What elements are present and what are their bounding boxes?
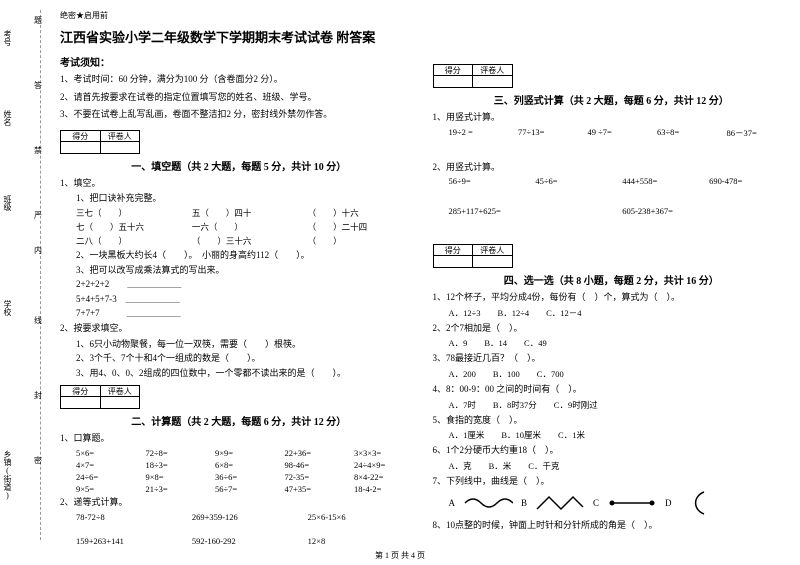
q1: 1、填空。 [60,177,418,190]
calc-row: 78-72÷8269+359-12625×6-15×6 [76,512,418,522]
q1-3: 3、把可以改写成乘法算式的写出来。 [76,264,418,277]
shape-options: A B C D [449,490,791,516]
binding-margin: 考号 姓名 班级 学校 乡镇(街道) 题 答 禁 严 内 线 封 密 [0,0,55,565]
page-footer: 第 1 页 共 4 页 [0,550,800,561]
s4-opts: A．1厘米 B．10厘米 C．1米 [449,429,791,441]
shape-label-d: D [665,498,672,508]
seal-char: 内 [34,245,42,256]
q2: 2、按要求填空。 [60,322,418,335]
section-2-title: 二、计算题（共 2 大题，每题 6 分，共计 12 分） [60,413,418,428]
score-box-2: 得分 评卷人 [60,385,140,409]
q1-row: 七（ ）五十六 一六（ ） （ ）二十四 [76,221,418,233]
calc-row: 24÷6=9×8=36÷6=72-35=8×4-22= [76,472,418,482]
q1-row: 二八（ ） （ ）三十六 （ ） [76,235,418,247]
seal-char: 题 [34,15,42,26]
q1-row: 三七（ ） 五（ ）四十 （ ）十六 [76,207,418,219]
page-content: 绝密★启用前 江西省实验小学二年级数学下学期期末考试试卷 附答案 考试须知： 1… [60,10,790,550]
q1-1: 1、把口诀补充完整。 [76,192,418,205]
calc-row: 5×6=72÷8=9×9=22+36=3×3×3= [76,448,418,458]
shape-label-c: C [593,498,599,508]
score-box-4: 得分 评卷人 [433,244,513,268]
s2-q2: 2、递等式计算。 [60,496,418,509]
section-1-title: 一、填空题（共 2 大题，每题 5 分，共计 10 分） [60,158,418,173]
secret-label: 绝密★启用前 [60,10,418,21]
wave-icon [463,493,513,513]
calc-row: 159+263+141592-160-29212×8 [76,536,418,546]
right-column: 得分 评卷人 三、列竖式计算（共 2 大题，每题 6 分，共计 12 分） 1、… [433,10,791,550]
shape-label-b: B [521,498,527,508]
s4-item: 5、食指的宽度（ ）。 [433,414,791,427]
notice-3: 3、不要在试卷上乱写乱画，卷面不整洁扣2 分，密封线外禁勿作答。 [60,108,418,121]
q1-3-r: 5+4+5+7-3 ＿＿＿＿＿＿ [76,293,418,306]
seal-char: 严 [34,210,42,221]
calc-row: 285+117+625= 605-238+367= [449,206,791,216]
s4-opts: A．200 B．100 C．700 [449,368,791,380]
s4-item: 1、12个杯子，平均分成4份，每份有（ ）个，算式为（ ）。 [433,291,791,304]
seal-char: 密 [34,455,42,466]
bind-label-school: 学校 [2,300,13,316]
s2-q1: 1、口算题。 [60,432,418,445]
q1-2: 2、一块黑板大约长4（ ）。 小丽的身高约112（ ）。 [76,249,418,262]
s4-opts: A．12÷3 B．12÷4 C．12－4 [449,307,791,319]
shape-label-a: A [449,498,456,508]
q2-2: 2、3个千、7个十和4个一组成的数是（ ）。 [76,352,418,365]
s4-item: 7、下列线中，曲线是（ ）。 [433,475,791,488]
s4-item: 3、78最接近几百？（ ）。 [433,352,791,365]
bind-label-name: 姓名 [2,110,13,126]
calc-row: 19÷2 = 77÷13= 49 ÷7= 63÷8= 86－37= [449,127,791,139]
s4-item: 6、1个2分硬币大约重18（ ）。 [433,444,791,457]
q1-3-r: 2+2+2+2 ＿＿＿＿＿＿ [76,278,418,291]
arc-icon [680,490,710,516]
bind-label-kaohao: 考号 [2,30,13,46]
seal-char: 禁 [34,145,42,156]
zigzag-icon [535,493,585,513]
score-box-3: 得分 评卷人 [433,64,513,88]
seal-char: 答 [34,80,42,91]
s4-item: 8、10点整的时候，钟面上时针和分针所成的角是（ ）。 [433,519,791,532]
notice-1: 1、考试时间：60 分钟，满分为100 分（含卷面分2 分）。 [60,73,418,86]
s4-item: 4、8：00-9：00 之间的时间有（ ）。 [433,383,791,396]
left-column: 绝密★启用前 江西省实验小学二年级数学下学期期末考试试卷 附答案 考试须知： 1… [60,10,418,550]
s3-q1: 1、用竖式计算。 [433,111,791,124]
s4-item: 2、2个7相加是（ ）。 [433,322,791,335]
bind-label-town: 乡镇(街道) [2,450,13,500]
section-3-title: 三、列竖式计算（共 2 大题，每题 6 分，共计 12 分） [433,92,791,107]
s4-opts: A．7时 B．8时37分 C．9时刚过 [449,399,791,411]
seal-char: 封 [34,390,42,401]
score-box-1: 得分 评卷人 [60,130,140,154]
notice-2: 2、请首先按要求在试卷的指定位置填写您的姓名、班级、学号。 [60,91,418,104]
seal-char: 线 [34,315,42,326]
line-segment-icon [607,493,657,513]
s4-opts: A．9 B．14 C．49 [449,337,791,349]
grader-h: 评卷人 [101,131,140,142]
notice-header: 考试须知： [60,54,418,69]
calc-row: 4×7=18÷3=6×8=98-46=24÷4×9= [76,460,418,470]
q2-3: 3、用4、0、0、2组成的四位数中，一个零都不读出来的是（ ）。 [76,367,418,380]
q1-3-r: 7+7+7 ＿＿＿＿＿＿ [76,307,418,320]
s3-q2: 2、用竖式计算。 [433,161,791,174]
section-4-title: 四、选一选（共 8 小题，每题 2 分，共计 16 分） [433,272,791,287]
score-h: 得分 [61,131,100,142]
s4-opts: A．克 B．米 C．千克 [449,460,791,472]
q2-1: 1、6只小动物聚餐，每一位一双筷，需要（ ）根筷。 [76,338,418,351]
exam-title: 江西省实验小学二年级数学下学期期末考试试卷 附答案 [60,27,418,46]
calc-row: 9×5=21÷3=56÷7=47+35=18-4-2= [76,484,418,494]
calc-row: 56÷9= 45÷6= 444+558= 690-478= [449,176,791,186]
bind-label-class: 班级 [2,195,13,211]
